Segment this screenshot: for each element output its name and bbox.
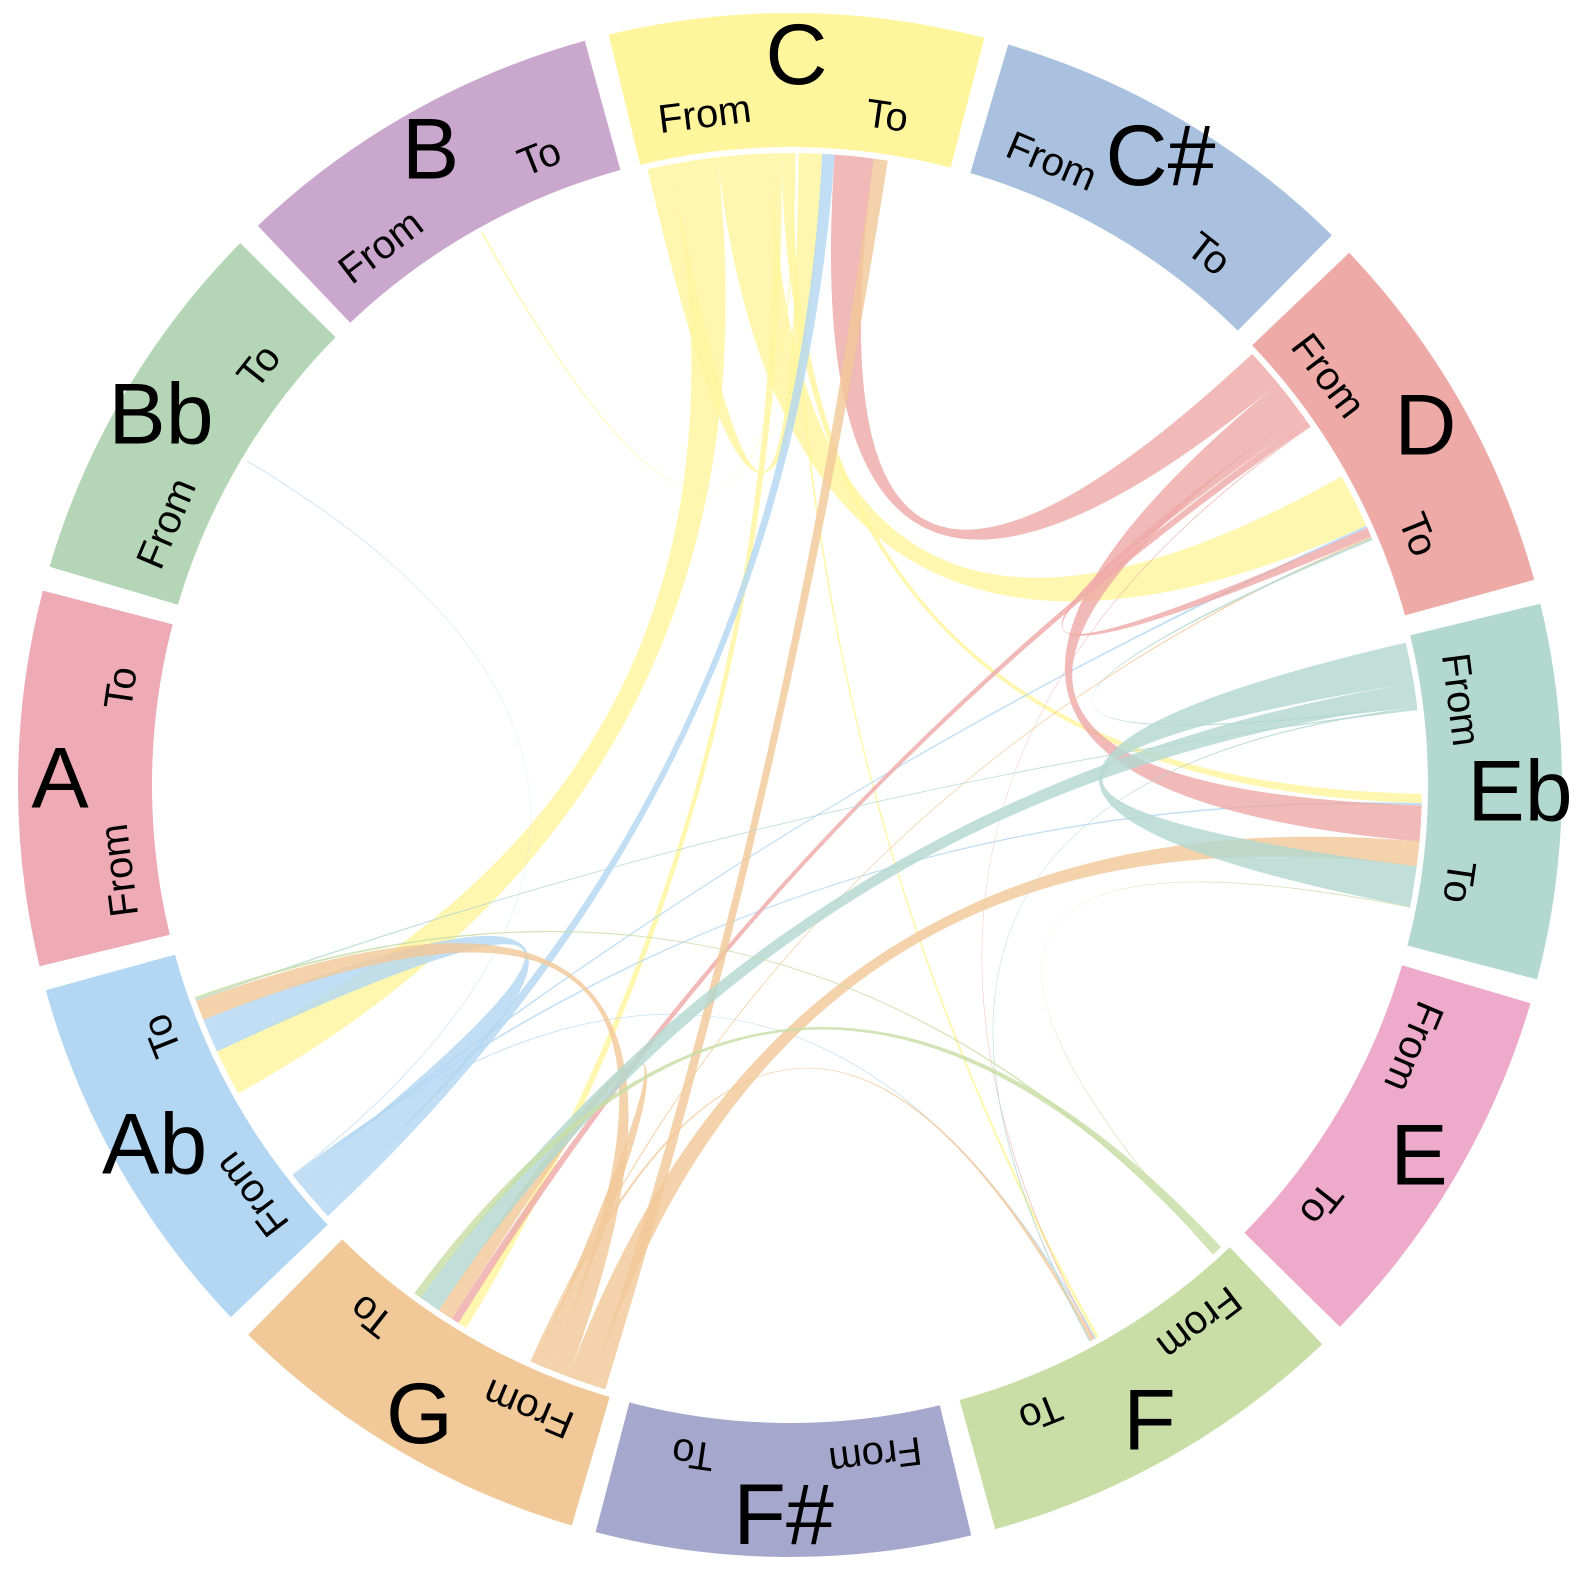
segment-bb: [49, 243, 336, 605]
segment-g: [248, 1239, 610, 1526]
ribbon-ab-to-eb: [294, 802, 1422, 1179]
segment-label-d: D: [1394, 378, 1456, 474]
ribbon-g-to-d: [530, 536, 1372, 1362]
ribbon-eb-to-eb: [1098, 642, 1417, 907]
segment-to-label-fsharp: To: [669, 1429, 717, 1479]
segment-label-b: B: [402, 102, 459, 198]
segment-label-f: F: [1123, 1372, 1176, 1468]
ribbon-g-to-f: [531, 1067, 1094, 1364]
segment-label-e: E: [1390, 1108, 1447, 1204]
segment-c: [608, 13, 985, 168]
segment-b: [257, 40, 621, 323]
segment-ab: [45, 954, 328, 1318]
ribbon-g-to-eb: [568, 836, 1420, 1386]
ribbon-d-to-c: [830, 154, 1278, 540]
segment-label-csharp: C#: [1106, 108, 1216, 204]
segment-fsharp: [595, 1402, 972, 1557]
segment-to-label-c: To: [863, 91, 911, 141]
segment-label-fsharp: F#: [733, 1467, 834, 1563]
ribbon-f-to-g: [414, 1027, 1222, 1298]
segment-layer: [18, 13, 1562, 1557]
segment-to-label-a: To: [96, 664, 146, 712]
segment-label-a: A: [31, 731, 89, 827]
segment-label-ab: Ab: [102, 1097, 207, 1193]
segment-label-bb: Bb: [108, 367, 213, 463]
segment-e: [1244, 965, 1531, 1327]
ribbon-c-to-ab: [217, 157, 726, 1094]
segment-csharp: [970, 44, 1332, 331]
ribbon-c-to-c: [647, 153, 823, 474]
ribbon-ab-to-ab: [203, 935, 529, 1207]
segment-label-c: C: [765, 7, 827, 103]
ribbon-g-to-c: [591, 158, 888, 1390]
ribbon-ab-to-bb: [247, 460, 531, 1176]
segment-a: [18, 590, 173, 967]
segment-label-g: G: [386, 1366, 453, 1462]
segment-d: [1252, 252, 1535, 616]
segment-f: [959, 1247, 1323, 1530]
ribbon-layer: [194, 152, 1422, 1390]
segment-to-label-eb: To: [1434, 858, 1484, 906]
segment-label-eb: Eb: [1467, 743, 1572, 839]
segment-eb: [1407, 603, 1562, 980]
ribbon-g-to-ab: [196, 943, 629, 1377]
